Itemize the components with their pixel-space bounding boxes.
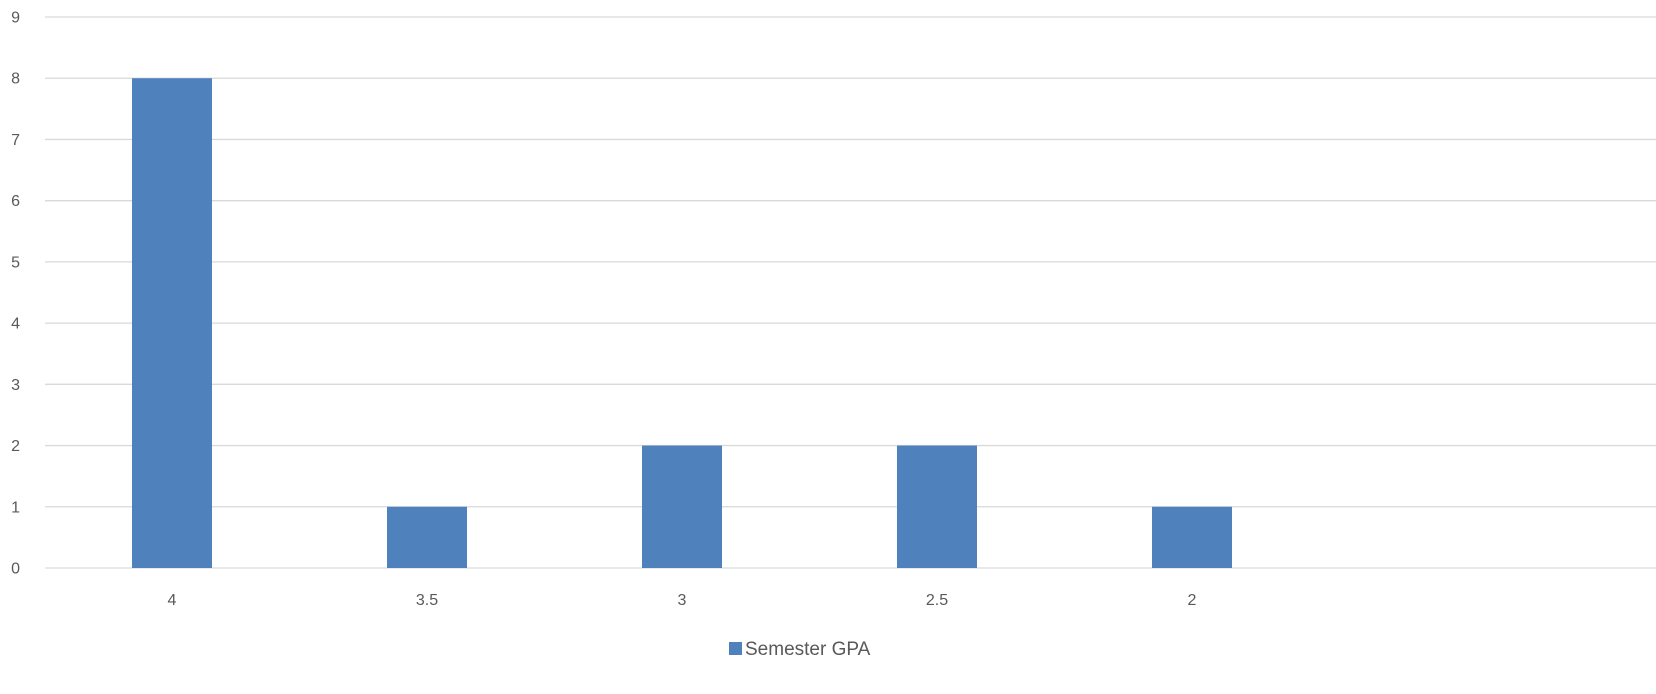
bar-2 <box>1152 506 1232 568</box>
bar-4 <box>132 78 212 568</box>
x-tick-label: 2 <box>1188 592 1197 609</box>
legend-swatch <box>729 642 742 655</box>
y-tick-label: 5 <box>11 254 20 271</box>
x-axis-tick-labels: 4 3.5 3 2.5 2 <box>168 592 1197 609</box>
legend-label: Semester GPA <box>745 639 871 660</box>
y-axis-tick-labels: 0 1 2 3 4 5 6 7 8 9 <box>11 10 20 578</box>
x-tick-label: 3 <box>678 592 687 609</box>
y-tick-label: 3 <box>11 377 20 394</box>
y-tick-label: 8 <box>11 71 20 88</box>
y-tick-label: 4 <box>11 316 20 333</box>
y-tick-label: 7 <box>11 132 20 149</box>
gridlines <box>45 16 1656 569</box>
y-tick-label: 0 <box>11 561 20 578</box>
x-tick-label: 4 <box>168 592 177 609</box>
y-tick-label: 9 <box>11 10 20 27</box>
y-tick-label: 2 <box>11 438 20 455</box>
bar-2.5 <box>897 445 977 568</box>
bars <box>132 78 1232 568</box>
y-tick-label: 1 <box>11 499 20 516</box>
x-tick-label: 2.5 <box>926 592 948 609</box>
y-tick-label: 6 <box>11 193 20 210</box>
x-tick-label: 3.5 <box>416 592 438 609</box>
bar-3 <box>642 445 722 568</box>
legend: Semester GPA <box>729 639 871 660</box>
bar-3.5 <box>387 506 467 568</box>
